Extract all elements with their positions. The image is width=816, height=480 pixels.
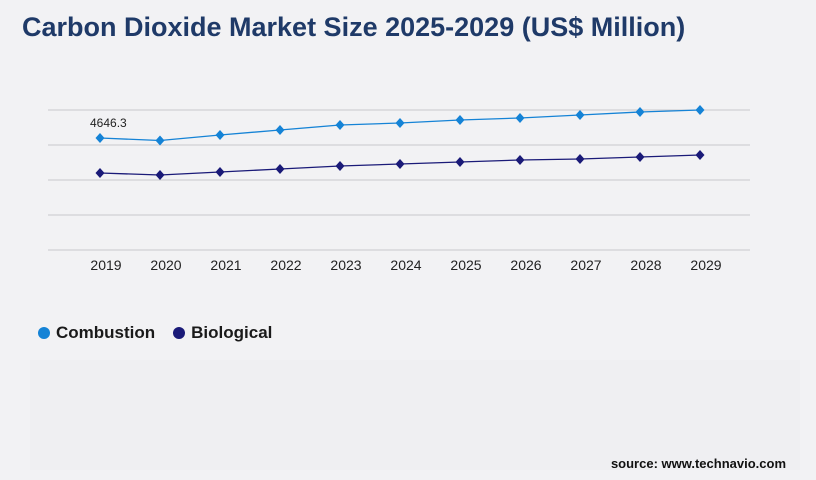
x-tick-label: 2028 (630, 257, 661, 273)
data-point (395, 158, 405, 169)
data-point (455, 115, 465, 126)
data-point (335, 160, 345, 171)
data-point (95, 133, 105, 144)
data-point (515, 154, 525, 165)
source-text: source: www.technavio.com (610, 456, 786, 471)
data-point (155, 135, 165, 146)
data-point (275, 164, 285, 175)
data-point (635, 152, 645, 163)
legend-item-biological[interactable]: Biological (173, 323, 272, 343)
data-point (395, 117, 405, 128)
x-tick-label: 2023 (330, 257, 361, 273)
legend-item-combustion[interactable]: Combustion (38, 323, 155, 343)
x-tick-label: 2021 (210, 257, 241, 273)
chart-title: Carbon Dioxide Market Size 2025-2029 (US… (22, 12, 686, 42)
x-tick-label: 2026 (510, 257, 541, 273)
data-point (695, 105, 705, 115)
data-point (455, 156, 465, 167)
legend-marker-icon (173, 327, 186, 339)
x-tick-label: 2024 (390, 257, 421, 273)
data-point (335, 119, 345, 130)
legend: Combustion Biological (38, 323, 272, 343)
x-tick-label: 2029 (690, 257, 721, 273)
data-point (95, 168, 105, 179)
data-label: 4646.3 (90, 116, 127, 130)
data-point (515, 113, 525, 124)
data-point (215, 129, 225, 140)
x-tick-label: 2025 (450, 257, 481, 273)
data-point (275, 125, 285, 136)
x-tick-label: 2020 (150, 257, 181, 273)
legend-label: Combustion (56, 323, 156, 342)
x-tick-label: 2022 (270, 257, 301, 273)
data-point (575, 110, 585, 121)
data-point (635, 107, 645, 118)
legend-marker-icon (38, 327, 50, 339)
x-tick-label: 2027 (570, 257, 601, 273)
legend-label: Biological (191, 323, 273, 342)
data-point (215, 166, 225, 177)
background-band (30, 360, 800, 470)
line-chart: 2019 2020 2021 2022 2023 2024 2025 2026 2027 2028… (48, 105, 750, 273)
data-point (695, 150, 705, 161)
data-point (575, 154, 585, 165)
x-tick-label: 2019 (90, 257, 121, 273)
data-point (155, 170, 165, 181)
